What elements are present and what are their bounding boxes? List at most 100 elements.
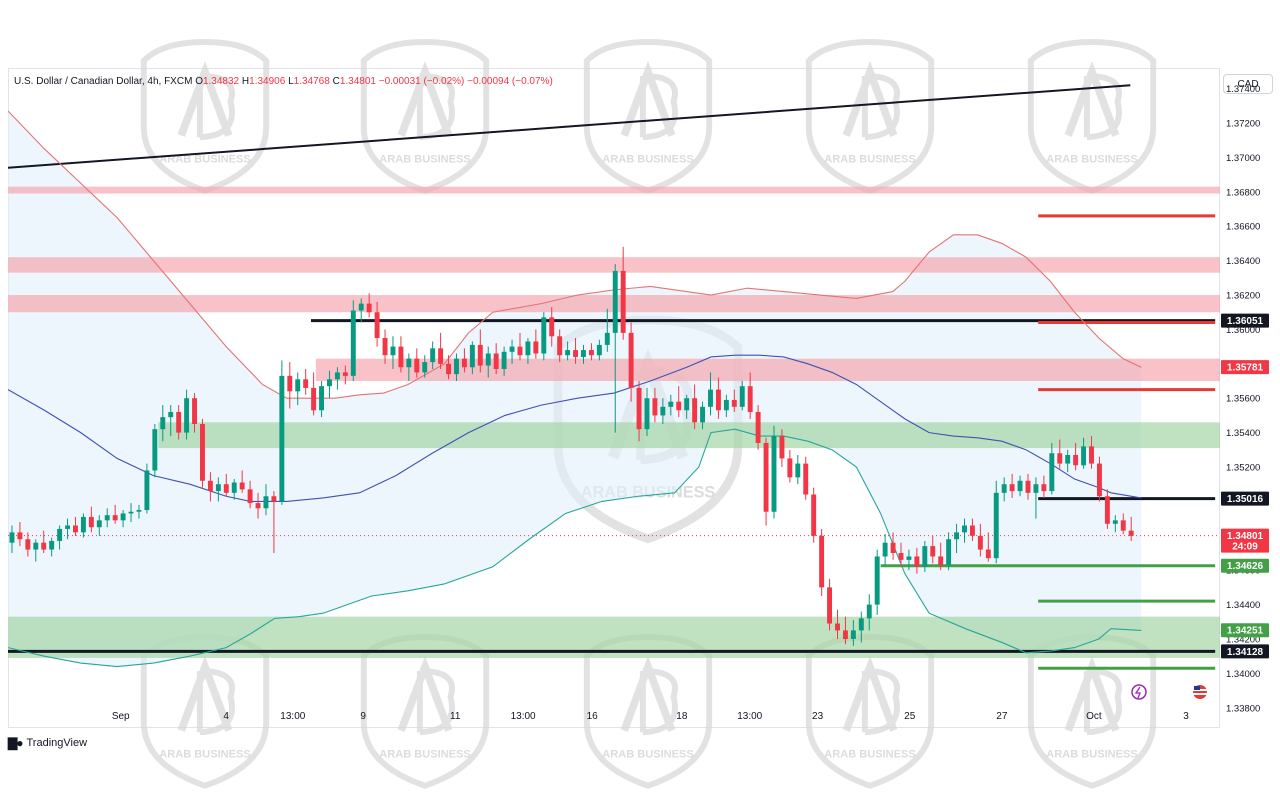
us-flag-icon-canton <box>1194 686 1200 690</box>
low-value: 1.34768 <box>293 76 330 87</box>
price-badge <box>1221 360 1269 375</box>
candle-body <box>239 482 245 490</box>
candle-body <box>390 346 396 356</box>
watermark-shield-shape <box>144 42 266 191</box>
candle-body <box>977 535 983 550</box>
change-value-2: −0.00094 (−0.07%) <box>467 76 553 87</box>
candle-body <box>850 630 856 640</box>
candle-body <box>636 387 642 430</box>
candle-body <box>207 480 213 492</box>
candle-body <box>247 489 253 504</box>
candle-body <box>660 406 666 416</box>
candle-body <box>874 556 880 605</box>
trendline <box>8 84 1131 169</box>
watermark-text: ARAB BUSINESS <box>824 154 915 166</box>
candle-body <box>461 358 467 368</box>
close-value: 1.34801 <box>339 76 376 87</box>
bollinger-upper-line <box>8 110 1142 399</box>
y-tick-label: 1.36400 <box>1226 256 1260 267</box>
candle-body <box>358 303 364 311</box>
high-label: H <box>241 76 250 87</box>
x-tick-label: 13:00 <box>280 711 305 722</box>
candle-body <box>65 525 70 529</box>
watermark-shield-shape <box>364 42 486 191</box>
candle-body <box>866 604 872 619</box>
change-value: −0.00031 (−0.02%) <box>378 76 465 87</box>
candle-body <box>342 372 348 376</box>
candle-body <box>708 389 713 407</box>
candle-body <box>692 398 698 423</box>
candle-body <box>628 332 634 388</box>
candle-body <box>962 525 967 533</box>
candle-body <box>120 513 126 521</box>
candle-body <box>763 442 769 512</box>
candle-body <box>104 515 110 521</box>
y-tick-label: 1.36000 <box>1226 325 1260 336</box>
x-tick-label: 27 <box>996 711 1008 722</box>
candle-body <box>41 542 47 550</box>
candle-body <box>922 546 928 567</box>
candle-body <box>723 399 729 411</box>
tradingview-logo-icon: ▇● <box>8 736 24 750</box>
us-flag-icon-stripe <box>1193 693 1207 695</box>
candle-body <box>1096 463 1102 497</box>
candle-body <box>890 542 896 554</box>
watermark-shield-icon: ARAB BUSINESS <box>364 42 486 191</box>
candle-body <box>565 350 571 356</box>
watermark-shield-shape <box>809 42 931 191</box>
x-tick-label: 4 <box>223 711 229 722</box>
y-tick-label: 1.34200 <box>1226 635 1260 646</box>
candle-body <box>485 353 491 366</box>
candle-body <box>374 312 380 339</box>
candle-body <box>263 496 269 509</box>
watermark-shield-icon: ARAB BUSINESS <box>144 637 266 786</box>
candle-body <box>303 379 309 388</box>
candle-body <box>350 310 356 376</box>
candle-body <box>1041 484 1047 492</box>
candle-body <box>311 387 317 411</box>
candle-body <box>136 510 142 512</box>
candle-body <box>993 492 999 559</box>
candle-body <box>739 386 745 407</box>
candle-body <box>1025 480 1031 493</box>
candle-body <box>73 525 78 533</box>
candle-body <box>700 406 706 423</box>
candle-body <box>160 417 166 430</box>
resistance-zone <box>315 358 1220 382</box>
candle-body <box>604 332 610 345</box>
y-tick-label: 1.35400 <box>1226 428 1260 439</box>
resistance-zone <box>8 186 1220 194</box>
watermark-text: ARAB BUSINESS <box>602 154 693 166</box>
candle-body <box>1112 520 1118 524</box>
candle-body <box>192 398 197 425</box>
candle-body <box>215 484 221 492</box>
candle-body <box>612 270 618 333</box>
candle-body <box>914 556 920 567</box>
price-badge-label: 1.34626 <box>1227 561 1264 572</box>
candle-body <box>581 350 586 357</box>
tradingview-logo[interactable]: ▇● TradingView <box>8 736 87 750</box>
candle-body <box>57 528 63 541</box>
watermark-shield-icon: ARAB BUSINESS <box>809 42 931 191</box>
watermark-text: ARAB BUSINESS <box>1046 749 1137 761</box>
candle-body <box>96 520 102 528</box>
y-tick-label: 1.36200 <box>1226 291 1260 302</box>
currency-selector[interactable]: CAD <box>1223 74 1273 94</box>
price-badge <box>1221 491 1269 506</box>
candle-body <box>549 317 555 337</box>
y-tick-label: 1.36800 <box>1226 187 1260 198</box>
candle-body <box>382 338 388 356</box>
candle-body <box>771 436 777 512</box>
candle-body <box>1057 453 1063 464</box>
watermark-shield-icon: ARAB BUSINESS <box>809 637 931 786</box>
countdown-label: 24:09 <box>1232 542 1258 553</box>
candle-body <box>946 539 952 566</box>
candle-body <box>1033 484 1039 493</box>
candle-body <box>223 484 229 493</box>
candle-body <box>493 353 499 369</box>
symbol-title[interactable]: U.S. Dollar / Canadian Dollar, 4h, FXCM <box>14 76 193 87</box>
price-badge <box>1221 644 1269 659</box>
open-label: O <box>195 76 203 87</box>
watermark-text: ARAB BUSINESS <box>159 154 250 166</box>
